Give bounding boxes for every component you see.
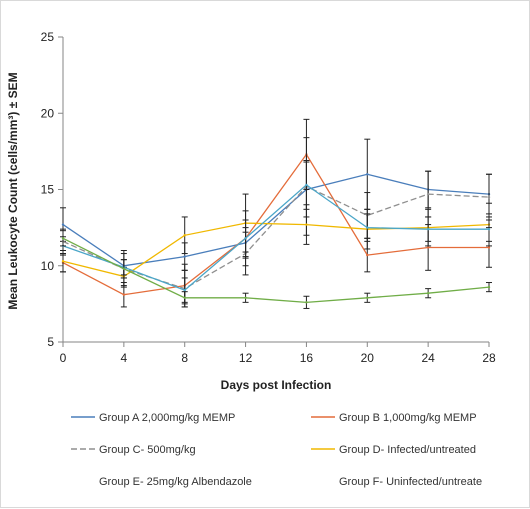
legend-label: Group F- Uninfected/untreate	[339, 476, 482, 488]
data-point	[487, 285, 491, 289]
data-point	[487, 246, 491, 249]
legend-entry: Group F- Uninfected/untreate	[339, 476, 482, 488]
series-line	[62, 173, 490, 267]
legend-label: Group D- Infected/untreated	[339, 444, 476, 456]
y-axis-title: Mean Leukocyte Count (cells/mm³) ± SEM	[6, 72, 20, 309]
x-tick-label: 0	[60, 351, 67, 365]
series-line	[62, 222, 490, 278]
data-point	[426, 292, 430, 295]
series-line	[62, 153, 489, 296]
legend-entry: Group B 1,000mg/kg MEMP	[311, 412, 477, 424]
data-point	[305, 301, 308, 304]
x-axis-title: Days post Infection	[221, 378, 332, 392]
x-tick-label: 16	[300, 351, 314, 365]
data-point	[487, 227, 491, 231]
y-tick-label: 20	[41, 106, 55, 120]
legend-label: Group E- 25mg/kg Albendazole	[99, 476, 252, 488]
x-tick-label: 8	[181, 351, 188, 365]
data-point	[366, 226, 369, 229]
legend-label: Group A 2,000mg/kg MEMP	[99, 412, 235, 424]
data-point	[183, 255, 186, 258]
x-tick-label: 20	[361, 351, 375, 365]
x-tick-label: 12	[239, 351, 253, 365]
x-tick-label: 28	[482, 351, 496, 365]
legend-entry: Group E- 25mg/kg Albendazole	[99, 476, 252, 488]
y-tick-label: 5	[47, 335, 54, 349]
series-group	[60, 118, 492, 308]
data-point	[305, 223, 308, 226]
data-point	[366, 253, 369, 257]
data-point	[426, 246, 430, 249]
series-line	[62, 185, 490, 290]
data-point	[183, 296, 186, 299]
x-tick-label: 4	[121, 351, 128, 365]
legend-label: Group C- 500mg/kg	[99, 444, 196, 456]
data-point	[122, 267, 126, 270]
data-point	[61, 223, 65, 226]
legend-entry: Group A 2,000mg/kg MEMP	[71, 412, 235, 424]
data-point	[183, 288, 186, 292]
data-point	[61, 237, 65, 240]
y-tick-label: 25	[41, 30, 55, 44]
series-group	[60, 137, 492, 308]
data-point	[61, 259, 65, 263]
data-point	[122, 293, 126, 296]
data-point	[426, 192, 430, 196]
legend-label: Group B 1,000mg/kg MEMP	[339, 412, 477, 424]
data-point	[366, 173, 369, 176]
series-line	[62, 237, 490, 304]
y-tick-label: 10	[41, 259, 55, 273]
data-point	[366, 296, 369, 299]
legend-entry: Group C- 500mg/kg	[71, 444, 196, 456]
series-group	[60, 138, 492, 279]
y-tick-label: 15	[41, 183, 55, 197]
data-point	[244, 237, 247, 240]
data-point	[305, 183, 308, 187]
series-line	[62, 184, 489, 291]
series-group	[60, 230, 492, 309]
data-point	[426, 227, 430, 231]
x-tick-label: 24	[421, 351, 435, 365]
legend-entry: Group D- Infected/untreated	[311, 444, 476, 456]
series-group	[60, 160, 492, 303]
data-point	[183, 234, 186, 237]
data-point	[487, 195, 491, 199]
data-point	[244, 296, 247, 299]
